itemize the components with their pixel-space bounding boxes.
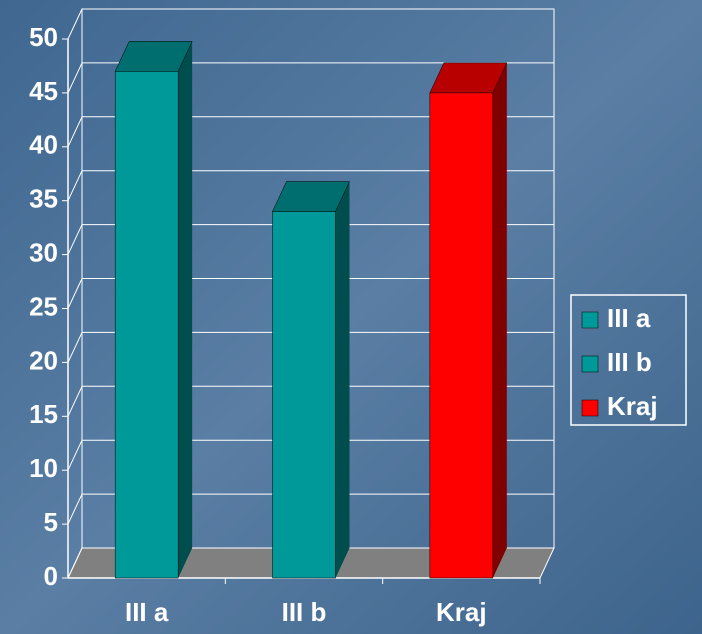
bar-side xyxy=(335,181,350,579)
y-tick-label: 50 xyxy=(29,22,58,52)
bar xyxy=(272,211,336,579)
bar xyxy=(429,92,494,579)
y-tick-label: 40 xyxy=(29,130,58,160)
grid-line xyxy=(67,547,83,579)
y-tick-label: 25 xyxy=(29,291,58,321)
grid-line xyxy=(67,332,83,363)
bar xyxy=(114,71,179,579)
legend-swatch xyxy=(581,399,599,417)
x-tick-label: Kraj xyxy=(436,597,487,627)
legend-label: III a xyxy=(607,303,651,333)
bar-side xyxy=(178,41,193,578)
grid-line xyxy=(67,8,83,40)
y-tick-label: 35 xyxy=(29,184,58,214)
y-tick-label: 30 xyxy=(29,237,58,267)
y-tick-label: 20 xyxy=(29,345,58,375)
y-tick-label: 10 xyxy=(29,453,58,483)
legend-label: III b xyxy=(607,347,652,377)
y-tick-label: 5 xyxy=(44,507,58,537)
grid-line xyxy=(67,278,83,309)
legend-box xyxy=(570,294,687,426)
legend-label: Kraj xyxy=(607,391,658,421)
grid-line xyxy=(67,386,83,417)
grid-line xyxy=(67,493,83,525)
grid-line xyxy=(67,224,83,255)
grid-line xyxy=(67,116,83,148)
bar-side xyxy=(492,62,507,578)
legend-swatch xyxy=(581,311,599,329)
grid-line xyxy=(67,62,83,94)
x-tick-label: III b xyxy=(282,597,327,627)
y-tick-label: 45 xyxy=(29,76,58,106)
legend-swatch xyxy=(581,355,599,373)
y-tick-label: 0 xyxy=(44,561,58,591)
x-tick-label: III a xyxy=(125,597,169,627)
y-tick-label: 15 xyxy=(29,399,58,429)
grid-line xyxy=(67,439,83,471)
grid-line xyxy=(67,170,83,201)
